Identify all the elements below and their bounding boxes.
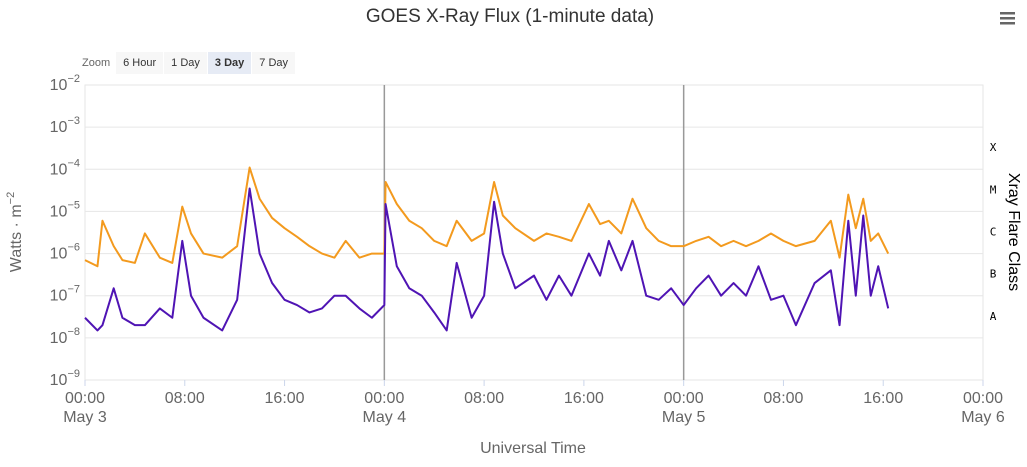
y2-tick-label: C — [990, 226, 997, 239]
x-tick-label: 00:00 — [963, 390, 1003, 407]
y-tick-base: 10 — [50, 77, 68, 94]
y-axis-title-exponent: −2 — [5, 192, 17, 205]
x-tick-label: 16:00 — [564, 390, 604, 407]
x-tick-date: May 4 — [363, 409, 407, 426]
y-tick-label: 10−2 — [50, 73, 80, 94]
y-tick-label: 10−3 — [50, 115, 80, 136]
zoom-button[interactable]: 7 Day — [252, 52, 296, 74]
y-tick-base: 10 — [50, 204, 68, 221]
zoom-bar: Zoom 6 Hour 1 Day 3 Day 7 Day — [82, 52, 296, 74]
x-tick-label: 16:00 — [265, 390, 305, 407]
y2-tick-label: M — [990, 183, 997, 196]
y-tick-label: 10−9 — [50, 368, 80, 389]
y-tick-label: 10−7 — [50, 284, 80, 305]
zoom-button[interactable]: 6 Hour — [116, 52, 164, 74]
y-tick-label: 10−5 — [50, 199, 80, 220]
y-tick-exponent: −4 — [67, 157, 80, 169]
zoom-label: Zoom — [82, 57, 111, 69]
y-tick-label: 10−8 — [50, 326, 80, 347]
x-tick-label: 08:00 — [165, 390, 205, 407]
y-axis-title-text: Watts · m — [8, 204, 25, 272]
series-line — [84, 187, 890, 332]
chart-title: GOES X-Ray Flux (1-minute data) — [366, 6, 654, 27]
x-tick-label: 00:00 — [364, 390, 404, 407]
x-axis-title: Universal Time — [480, 440, 586, 457]
y2-axis-title: Xray Flare Class — [1005, 173, 1022, 291]
y-tick-exponent: −3 — [67, 115, 80, 127]
y2-tick-label: B — [990, 268, 997, 281]
y-tick-exponent: −6 — [67, 241, 80, 253]
menu-bar — [1000, 12, 1015, 15]
x-tick-label: 00:00 — [65, 390, 105, 407]
zoom-button[interactable]: 1 Day — [164, 52, 207, 74]
y-tick-exponent: −8 — [67, 326, 80, 338]
y-tick-exponent: −5 — [67, 199, 80, 211]
x-tick-label: 00:00 — [664, 390, 704, 407]
y-tick-exponent: −9 — [67, 368, 80, 380]
zoom-button[interactable]: 3 Day — [207, 52, 252, 74]
menu-bar — [1000, 17, 1015, 20]
series-line — [84, 166, 890, 268]
y-tick-exponent: −2 — [67, 73, 80, 85]
y-tick-label: 10−6 — [50, 241, 80, 262]
x-tick-label: 16:00 — [863, 390, 903, 407]
x-tick-label: 08:00 — [763, 390, 803, 407]
x-tick-date: May 5 — [662, 409, 706, 426]
y-tick-base: 10 — [50, 119, 68, 136]
y2-tick-label: X — [990, 141, 997, 154]
y-tick-base: 10 — [50, 246, 68, 263]
y-tick-base: 10 — [50, 372, 68, 389]
x-tick-label: 08:00 — [464, 390, 504, 407]
menu-button[interactable] — [1000, 12, 1015, 25]
x-tick-date: May 6 — [961, 409, 1005, 426]
y-axis-title: Watts · m−2 — [5, 192, 25, 272]
y-tick-base: 10 — [50, 162, 68, 179]
x-tick-date: May 3 — [63, 409, 107, 426]
y-tick-base: 10 — [50, 330, 68, 347]
menu-bar — [1000, 22, 1015, 25]
y2-tick-label: A — [990, 310, 997, 323]
y-tick-label: 10−4 — [50, 157, 80, 178]
y-tick-base: 10 — [50, 288, 68, 305]
y-tick-exponent: −7 — [67, 284, 80, 296]
